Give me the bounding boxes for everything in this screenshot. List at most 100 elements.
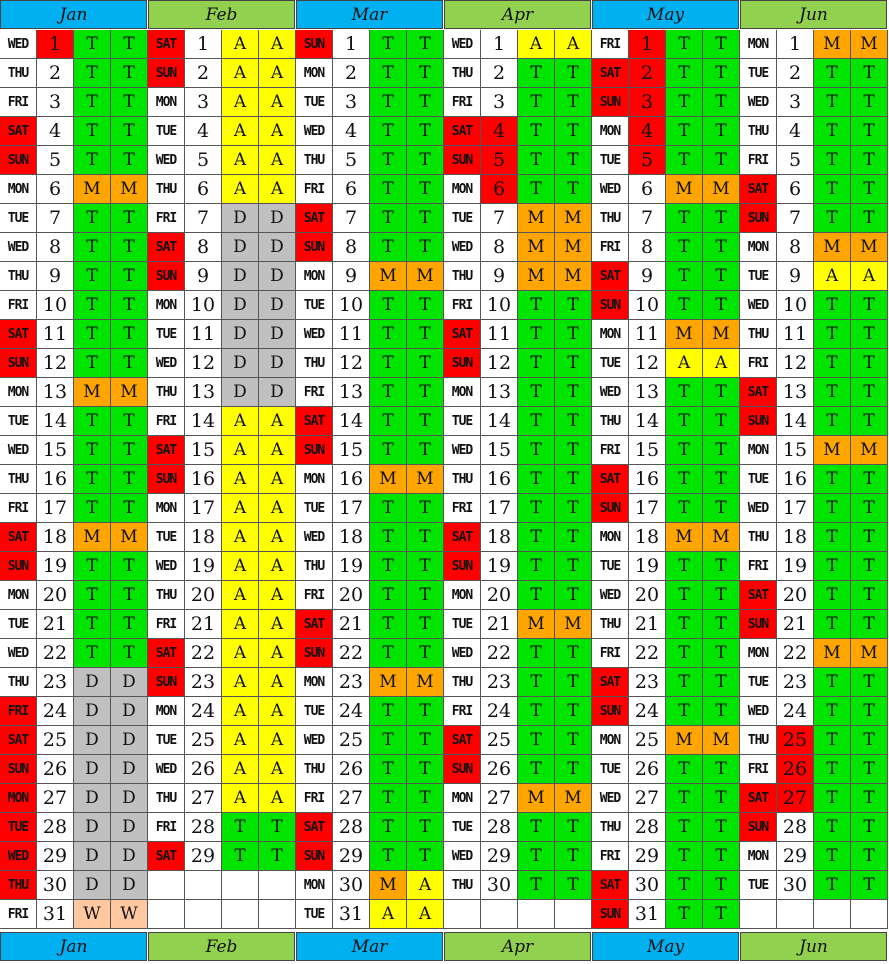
shift-code-cell[interactable]: A bbox=[222, 407, 259, 436]
shift-code-cell[interactable]: D bbox=[74, 668, 111, 697]
shift-code-cell[interactable]: T bbox=[370, 30, 407, 59]
shift-code-cell[interactable]: A bbox=[851, 262, 888, 291]
shift-code-cell[interactable] bbox=[222, 900, 259, 929]
shift-code-cell[interactable]: T bbox=[703, 204, 740, 233]
shift-code-cell[interactable]: A bbox=[555, 30, 592, 59]
shift-code-cell[interactable]: M bbox=[814, 233, 851, 262]
shift-code-cell[interactable]: T bbox=[74, 117, 111, 146]
shift-code-cell[interactable]: T bbox=[518, 407, 555, 436]
shift-code-cell[interactable]: T bbox=[555, 175, 592, 204]
shift-code-cell[interactable]: T bbox=[666, 813, 703, 842]
shift-code-cell[interactable]: T bbox=[74, 291, 111, 320]
shift-code-cell[interactable]: A bbox=[222, 784, 259, 813]
shift-code-cell[interactable]: M bbox=[370, 668, 407, 697]
shift-code-cell[interactable]: M bbox=[703, 175, 740, 204]
shift-code-cell[interactable]: M bbox=[814, 436, 851, 465]
shift-code-cell[interactable]: T bbox=[555, 291, 592, 320]
shift-code-cell[interactable]: A bbox=[407, 900, 444, 929]
shift-code-cell[interactable]: T bbox=[111, 552, 148, 581]
shift-code-cell[interactable]: A bbox=[518, 30, 555, 59]
shift-code-cell[interactable]: D bbox=[74, 784, 111, 813]
shift-code-cell[interactable]: D bbox=[259, 233, 296, 262]
shift-code-cell[interactable]: T bbox=[518, 871, 555, 900]
shift-code-cell[interactable]: T bbox=[814, 204, 851, 233]
shift-code-cell[interactable]: A bbox=[259, 88, 296, 117]
shift-code-cell[interactable]: T bbox=[518, 465, 555, 494]
shift-code-cell[interactable]: A bbox=[666, 349, 703, 378]
shift-code-cell[interactable]: T bbox=[407, 378, 444, 407]
shift-code-cell[interactable]: A bbox=[222, 30, 259, 59]
shift-code-cell[interactable]: D bbox=[222, 320, 259, 349]
shift-code-cell[interactable]: T bbox=[407, 117, 444, 146]
shift-code-cell[interactable]: T bbox=[407, 784, 444, 813]
shift-code-cell[interactable]: A bbox=[222, 175, 259, 204]
shift-code-cell[interactable]: T bbox=[666, 610, 703, 639]
shift-code-cell[interactable]: A bbox=[407, 871, 444, 900]
shift-code-cell[interactable]: A bbox=[259, 668, 296, 697]
shift-code-cell[interactable]: T bbox=[814, 784, 851, 813]
shift-code-cell[interactable]: T bbox=[407, 88, 444, 117]
shift-code-cell[interactable]: T bbox=[555, 639, 592, 668]
shift-code-cell[interactable]: T bbox=[851, 726, 888, 755]
shift-code-cell[interactable]: D bbox=[111, 842, 148, 871]
shift-code-cell[interactable]: A bbox=[222, 610, 259, 639]
shift-code-cell[interactable]: M bbox=[666, 320, 703, 349]
shift-code-cell[interactable]: T bbox=[666, 784, 703, 813]
shift-code-cell[interactable]: T bbox=[666, 233, 703, 262]
shift-code-cell[interactable]: A bbox=[370, 900, 407, 929]
shift-code-cell[interactable]: A bbox=[222, 697, 259, 726]
shift-code-cell[interactable]: D bbox=[222, 291, 259, 320]
shift-code-cell[interactable]: T bbox=[703, 813, 740, 842]
shift-code-cell[interactable]: T bbox=[370, 726, 407, 755]
shift-code-cell[interactable]: T bbox=[74, 146, 111, 175]
shift-code-cell[interactable]: T bbox=[555, 436, 592, 465]
shift-code-cell[interactable]: T bbox=[555, 755, 592, 784]
shift-code-cell[interactable]: T bbox=[74, 465, 111, 494]
shift-code-cell[interactable]: T bbox=[703, 610, 740, 639]
shift-code-cell[interactable]: T bbox=[814, 842, 851, 871]
shift-code-cell[interactable]: A bbox=[259, 465, 296, 494]
shift-code-cell[interactable]: D bbox=[222, 262, 259, 291]
shift-code-cell[interactable]: T bbox=[851, 291, 888, 320]
shift-code-cell[interactable]: A bbox=[259, 59, 296, 88]
shift-code-cell[interactable]: T bbox=[111, 233, 148, 262]
shift-code-cell[interactable]: A bbox=[222, 436, 259, 465]
shift-code-cell[interactable]: T bbox=[814, 378, 851, 407]
shift-code-cell[interactable]: D bbox=[111, 726, 148, 755]
shift-code-cell[interactable]: A bbox=[703, 349, 740, 378]
shift-code-cell[interactable]: D bbox=[111, 697, 148, 726]
shift-code-cell[interactable]: A bbox=[259, 407, 296, 436]
shift-code-cell[interactable]: T bbox=[703, 552, 740, 581]
shift-code-cell[interactable]: D bbox=[111, 813, 148, 842]
shift-code-cell[interactable]: T bbox=[851, 494, 888, 523]
shift-code-cell[interactable]: T bbox=[74, 552, 111, 581]
shift-code-cell[interactable]: T bbox=[666, 146, 703, 175]
shift-code-cell[interactable]: T bbox=[370, 59, 407, 88]
shift-code-cell[interactable]: M bbox=[111, 175, 148, 204]
shift-code-cell[interactable]: T bbox=[851, 59, 888, 88]
shift-code-cell[interactable]: T bbox=[666, 668, 703, 697]
shift-code-cell[interactable]: T bbox=[851, 349, 888, 378]
shift-code-cell[interactable]: T bbox=[703, 668, 740, 697]
shift-code-cell[interactable]: T bbox=[370, 523, 407, 552]
shift-code-cell[interactable]: M bbox=[74, 378, 111, 407]
shift-code-cell[interactable]: T bbox=[703, 88, 740, 117]
shift-code-cell[interactable]: T bbox=[111, 291, 148, 320]
shift-code-cell[interactable]: T bbox=[518, 146, 555, 175]
shift-code-cell[interactable]: T bbox=[370, 436, 407, 465]
shift-code-cell[interactable]: T bbox=[407, 494, 444, 523]
shift-code-cell[interactable]: A bbox=[259, 30, 296, 59]
shift-code-cell[interactable]: T bbox=[407, 233, 444, 262]
shift-code-cell[interactable]: A bbox=[222, 146, 259, 175]
shift-code-cell[interactable]: T bbox=[666, 465, 703, 494]
shift-code-cell[interactable]: T bbox=[518, 581, 555, 610]
shift-code-cell[interactable]: M bbox=[851, 30, 888, 59]
shift-code-cell[interactable]: T bbox=[555, 494, 592, 523]
shift-code-cell[interactable] bbox=[851, 900, 888, 929]
shift-code-cell[interactable]: T bbox=[814, 465, 851, 494]
shift-code-cell[interactable]: T bbox=[814, 755, 851, 784]
shift-code-cell[interactable]: T bbox=[666, 755, 703, 784]
shift-code-cell[interactable]: T bbox=[74, 262, 111, 291]
shift-code-cell[interactable]: A bbox=[222, 523, 259, 552]
shift-code-cell[interactable]: T bbox=[555, 146, 592, 175]
